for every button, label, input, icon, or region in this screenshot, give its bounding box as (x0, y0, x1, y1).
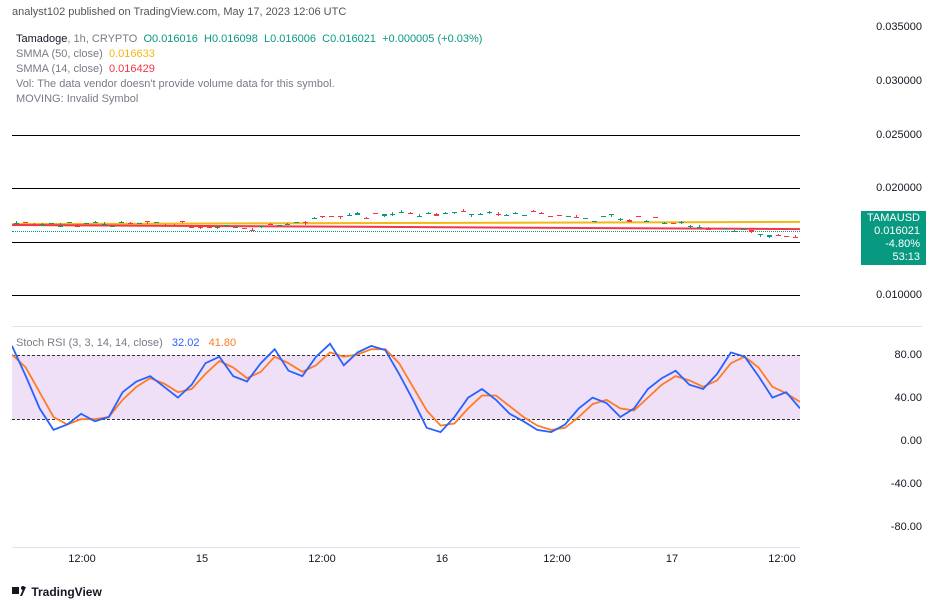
volume-msg: Vol: The data vendor doesn't provide vol… (16, 77, 482, 92)
price-hline (12, 188, 800, 189)
time-xtick: 12:00 (308, 553, 336, 565)
stoch-rsi-pane[interactable]: Stoch RSI (3, 3, 14, 14, close) 32.02 41… (12, 333, 800, 543)
smma50-row: SMMA (50, close) 0.016633 (16, 47, 482, 62)
price-ytick: 0.035000 (876, 21, 922, 33)
time-xtick: 16 (436, 553, 448, 565)
symbol-name: Tamadoge (16, 33, 67, 45)
price-pane[interactable]: Tamadoge, 1h, CRYPTO O0.016016 H0.016098… (12, 22, 800, 322)
price-hline (12, 135, 800, 136)
time-xtick: 15 (196, 553, 208, 565)
rsi-legend: Stoch RSI (3, 3, 14, 14, close) 32.02 41… (16, 337, 236, 349)
time-xaxis: 12:00 15 12:00 16 12:00 17 12:00 (12, 547, 800, 571)
tradingview-logo: TradingView (12, 584, 102, 599)
rsi-d-line (12, 349, 800, 430)
tv-logo-icon (12, 584, 26, 598)
time-xtick: 12:00 (768, 553, 796, 565)
rsi-lines (12, 333, 800, 543)
pane-separator[interactable] (12, 326, 922, 327)
tradingview-chart: analyst102 published on TradingView.com,… (0, 0, 941, 605)
rsi-ytick: -80.00 (891, 521, 922, 533)
price-ytick: 0.030000 (876, 75, 922, 87)
price-flag: TAMAUSD0.016021-4.80%53:13 (861, 211, 926, 265)
smma14-row: SMMA (14, close) 0.016429 (16, 62, 482, 77)
flag-pct: -4.80% (867, 238, 920, 251)
flag-countdown: 53:13 (867, 251, 920, 264)
rsi-ytick: -40.00 (891, 478, 922, 490)
current-price-line (12, 231, 800, 232)
rsi-k-line (12, 344, 800, 432)
flag-symbol: TAMAUSD (867, 212, 920, 225)
symbol-ohlc-row: Tamadoge, 1h, CRYPTO O0.016016 H0.016098… (16, 32, 482, 47)
price-hline (12, 295, 800, 296)
publish-header: analyst102 published on TradingView.com,… (12, 6, 346, 18)
price-ytick: 0.010000 (876, 289, 922, 301)
price-ytick: 0.020000 (876, 182, 922, 194)
price-legend: Tamadoge, 1h, CRYPTO O0.016016 H0.016098… (16, 32, 482, 107)
rsi-ytick: 80.00 (894, 349, 922, 361)
moving-msg: MOVING: Invalid Symbol (16, 92, 482, 107)
rsi-ytick: 0.00 (901, 435, 922, 447)
price-hline (12, 242, 800, 243)
time-xtick: 12:00 (68, 553, 96, 565)
exchange: CRYPTO (92, 33, 137, 45)
rsi-yaxis: 80.00 40.00 0.00 -40.00 -80.00 (800, 333, 930, 543)
price-yaxis: 0.0350000.0300000.0250000.0200000.015000… (800, 22, 930, 322)
price-ytick: 0.025000 (876, 129, 922, 141)
smma14-line (12, 224, 800, 230)
time-xtick: 17 (666, 553, 678, 565)
interval: 1h (74, 33, 86, 45)
rsi-ytick: 40.00 (894, 392, 922, 404)
time-xtick: 12:00 (543, 553, 571, 565)
flag-price: 0.016021 (867, 225, 920, 238)
